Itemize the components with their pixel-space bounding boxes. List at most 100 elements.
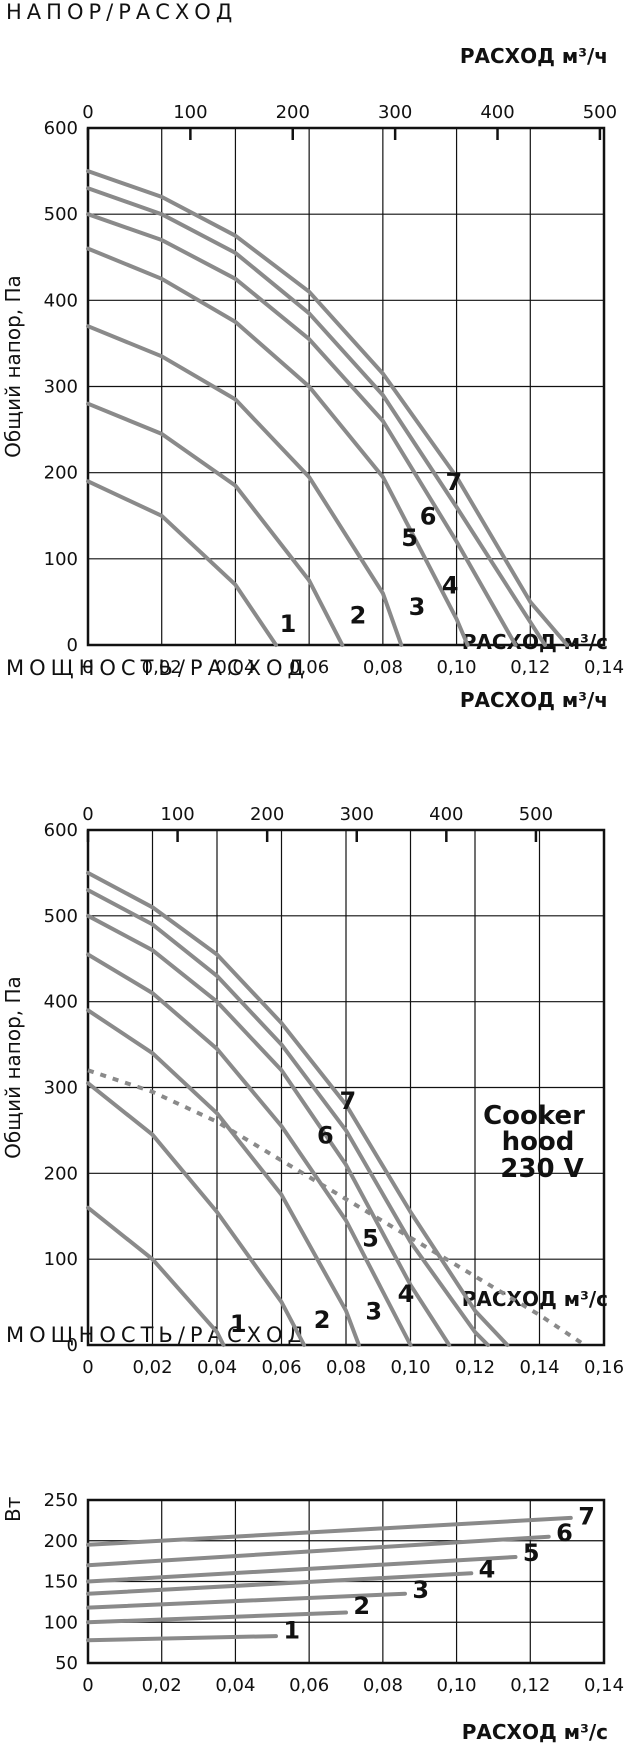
chart2-bottom-axis-label: РАСХОД м³/с (461, 1287, 608, 1311)
chart3-ylabel: Вт (1, 1496, 25, 1522)
chart2-series-1 (86, 1205, 226, 1347)
chart2-x2tick-label: 500 (519, 804, 553, 825)
chart1-ytick-label: 500 (44, 204, 78, 225)
chart2-ytick-label: 300 (44, 1078, 78, 1099)
section-title-pressure: НАПОР/РАСХОД (6, 0, 238, 24)
chart1-xtick-label: 0,06 (289, 657, 329, 678)
chart3-ytick-label: 150 (44, 1572, 78, 1593)
chart1-curve-label: 3 (409, 593, 426, 621)
chart1-xtick-label: 0,02 (142, 657, 182, 678)
chart2-xtick-label: 0,04 (197, 1357, 237, 1378)
chart2-ytick-label: 100 (44, 1249, 78, 1270)
chart2-curve-label: 4 (398, 1280, 415, 1308)
chart2-series-7 (86, 870, 510, 1347)
chart3-ytick-label: 250 (44, 1490, 78, 1511)
chart3-ytick-label: 100 (44, 1612, 78, 1633)
chart1-xtick-label: 0,12 (510, 657, 550, 678)
chart1-ytick-label: 0 (67, 635, 78, 656)
chart1-xtick-label: 0,14 (584, 657, 624, 678)
chart3-series-4 (86, 1571, 474, 1596)
chart3-xtick-label: 0,12 (510, 1675, 550, 1696)
chart2-series-5 (86, 913, 452, 1347)
chart1-xtick-label: 0 (82, 657, 93, 678)
chart3-xtick-label: 0,04 (215, 1675, 255, 1696)
chart3-series-7 (86, 1515, 573, 1547)
chart2-series-6 (86, 888, 490, 1347)
chart3-xtick-label: 0,10 (437, 1675, 477, 1696)
chart1-bottom-axis-label: РАСХОД м³/с (461, 630, 608, 654)
chart1-ytick-label: 300 (44, 377, 78, 398)
chart1-frame (86, 126, 606, 647)
chart1-series-6 (86, 186, 547, 647)
chart2-ytick-label: 400 (44, 992, 78, 1013)
chart2-curve-label: 6 (317, 1121, 334, 1149)
chart2-xtick-label: 0,06 (261, 1357, 301, 1378)
chart1-ytick-label: 100 (44, 549, 78, 570)
chart1-x2tick-label: 300 (378, 102, 412, 123)
section-title-power-1: МОЩНОСТЬ/РАСХОД (6, 656, 309, 680)
chart3-series-1 (86, 1634, 278, 1643)
chart3-ytick-label: 200 (44, 1531, 78, 1552)
chart2-xtick-label: 0,02 (132, 1357, 172, 1378)
chart1-ylabel: Общий напор, Па (1, 275, 25, 458)
chart2-ylabel: Общий напор, Па (1, 976, 25, 1159)
chart1-xtick-label: 0,08 (363, 657, 403, 678)
chart2-top-axis-label: РАСХОД м³/ч (459, 688, 608, 712)
chart1-x2tick-label: 100 (173, 102, 207, 123)
chart2-curve-label: 2 (314, 1306, 331, 1334)
chart3-xtick-label: 0,02 (142, 1675, 182, 1696)
chart2-curve-label: 7 (340, 1087, 357, 1115)
chart1-ytick-label: 200 (44, 463, 78, 484)
chart1-curve-label: 1 (280, 610, 297, 638)
chart3-series-3 (86, 1591, 407, 1610)
chart3-xtick-label: 0,14 (584, 1675, 624, 1696)
chart3-series-6 (86, 1534, 551, 1568)
chart3-curve-label: 1 (283, 1617, 300, 1645)
chart2-series-2 (86, 1081, 307, 1347)
chart1-series-4 (86, 246, 470, 647)
chart2-annotation-line: hood (502, 1127, 575, 1157)
chart2-x2tick-label: 100 (160, 804, 194, 825)
chart1-curve-label: 5 (401, 524, 418, 552)
chart1-curve-label: 4 (442, 571, 459, 599)
chart1-x2tick-label: 400 (480, 102, 514, 123)
chart2-curve-label: 3 (365, 1297, 382, 1325)
chart1-curve-label: 7 (446, 468, 463, 496)
chart3-curve-label: 2 (353, 1592, 370, 1620)
chart3-curve-label: 3 (412, 1576, 429, 1604)
chart2-ytick-label: 500 (44, 906, 78, 927)
chart1-series-1 (86, 479, 278, 647)
chart3-series-5 (86, 1555, 518, 1584)
chart2-xtick-label: 0,10 (390, 1357, 430, 1378)
chart2-xtick-label: 0,16 (584, 1357, 624, 1378)
chart3-bottom-axis-label: РАСХОД м³/с (461, 1720, 608, 1744)
chart3-ytick-label: 50 (55, 1653, 78, 1674)
chart2-x2tick-label: 200 (250, 804, 284, 825)
chart2-series-cooker-hood-230-v (87, 1068, 586, 1347)
chart1-curve-label: 6 (420, 502, 437, 530)
chart2-x2tick-label: 300 (340, 804, 374, 825)
chart2-frame (86, 828, 606, 1347)
chart2-annotation-line: 230 V (500, 1154, 583, 1184)
chart1-series-3 (86, 324, 404, 647)
chart3-xtick-label: 0,06 (289, 1675, 329, 1696)
chart1-ytick-label: 600 (44, 118, 78, 139)
chart2-ytick-label: 200 (44, 1163, 78, 1184)
chart1-xtick-label: 0,04 (215, 657, 255, 678)
chart1-xtick-label: 0,10 (437, 657, 477, 678)
chart2-xtick-label: 0 (82, 1357, 93, 1378)
chart3-series-2 (86, 1610, 348, 1625)
chart2-series-4 (86, 952, 413, 1347)
chart3-curve-label: 5 (523, 1539, 540, 1567)
chart2-xtick-label: 0,14 (519, 1357, 559, 1378)
section-title-power-2: МОЩНОСТЬ/РАСХОД (6, 1323, 309, 1347)
chart2-curve-label: 1 (230, 1310, 247, 1338)
chart2-xtick-label: 0,08 (326, 1357, 366, 1378)
chart1-x2tick-label: 500 (583, 102, 617, 123)
chart2-ytick-label: 600 (44, 820, 78, 841)
chart1-series-5 (86, 212, 518, 647)
chart3-xtick-label: 0,08 (363, 1675, 403, 1696)
chart3-curve-label: 7 (578, 1502, 595, 1530)
chart2-curve-label: 5 (362, 1224, 379, 1252)
